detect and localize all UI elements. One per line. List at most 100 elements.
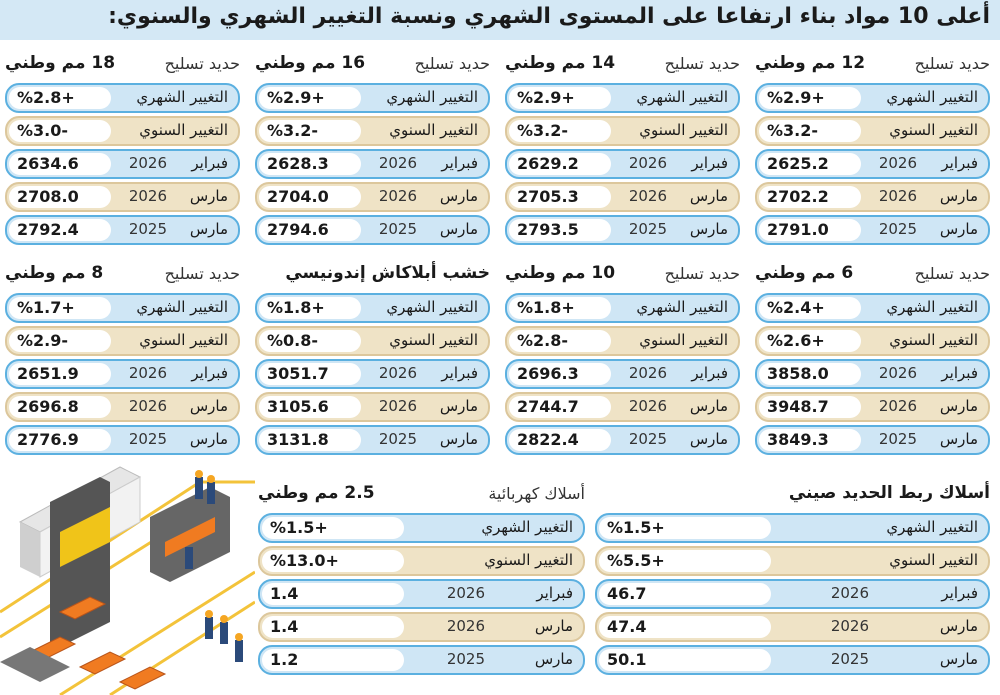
panel: حديد تسليح 12 مم وطني التغيير الشهري %2.9+ ا…	[755, 50, 990, 250]
month-label: مارس	[189, 430, 228, 448]
year-label: 2025	[378, 430, 417, 448]
row-value: 2696.8	[17, 397, 79, 416]
row-value: 3948.7	[767, 397, 829, 416]
data-row: مارس 2025 1.2	[258, 645, 585, 675]
data-row: التغيير السنوي %2.8-	[505, 326, 740, 356]
year-label: 2026	[878, 364, 917, 382]
row-value: 2696.3	[517, 364, 579, 383]
month-label: فبراير	[941, 364, 978, 382]
row-value: %3.2-	[267, 121, 319, 140]
title-bar: أعلى 10 مواد بناء ارتفاعا على المستوى ال…	[0, 0, 1000, 40]
data-row: فبراير 2026 2634.6	[5, 149, 240, 179]
data-row: فبراير 2026 2625.2	[755, 149, 990, 179]
year-label: 2026	[628, 364, 667, 382]
value-box	[599, 550, 772, 572]
data-row: التغيير السنوي %2.6+	[755, 326, 990, 356]
value-box	[509, 297, 611, 319]
value-box	[9, 429, 111, 451]
month-label: فبراير	[941, 584, 978, 602]
panel-header: حديد تسليح 10 مم وطني	[505, 260, 740, 286]
row-value: 3131.8	[267, 430, 329, 449]
month-label: مارس	[939, 650, 978, 668]
row-value: 1.2	[270, 650, 299, 669]
panel-header: حديد تسليح 8 مم وطني	[5, 260, 240, 286]
row-value: 2628.3	[267, 154, 329, 173]
data-row: مارس 2026 2704.0	[255, 182, 490, 212]
data-row: فبراير 2026 2628.3	[255, 149, 490, 179]
data-row: التغيير السنوي %5.5+	[595, 546, 990, 576]
row-label: التغيير الشهري	[386, 298, 478, 316]
value-box	[509, 219, 611, 241]
value-box	[259, 363, 361, 385]
value-box	[259, 87, 361, 109]
panel-header: حديد تسليح 18 مم وطني	[5, 50, 240, 76]
year-label: 2026	[378, 154, 417, 172]
month-label: مارس	[939, 397, 978, 415]
month-label: مارس	[534, 650, 573, 668]
month-label: مارس	[189, 397, 228, 415]
value-box	[259, 429, 361, 451]
data-row: فبراير 2026 3858.0	[755, 359, 990, 389]
value-box	[262, 649, 405, 671]
month-label: فبراير	[691, 364, 728, 382]
row-value: 2776.9	[17, 430, 79, 449]
row-label: التغيير السنوي	[889, 121, 978, 139]
value-box	[259, 330, 361, 352]
row-value: %5.5+	[607, 551, 665, 570]
row-label: التغيير السنوي	[639, 121, 728, 139]
year-label: 2026	[628, 187, 667, 205]
row-label: التغيير الشهري	[636, 88, 728, 106]
row-value: %3.2-	[767, 121, 819, 140]
material-name: حديد تسليح	[664, 53, 740, 73]
data-row: التغيير الشهري %2.9+	[505, 83, 740, 113]
panel-header: خشب أبلاكاش إندونيسي	[255, 260, 490, 286]
year-label: 2026	[128, 154, 167, 172]
value-box	[9, 330, 111, 352]
panel: أسلاك كهربائية 2.5 مم وطني التغيير الشهري%…	[258, 480, 585, 680]
month-label: مارس	[939, 220, 978, 238]
row-value: %2.4+	[767, 298, 825, 317]
value-box	[9, 363, 111, 385]
month-label: فبراير	[536, 584, 573, 602]
month-label: فبراير	[191, 364, 228, 382]
panel: خشب أبلاكاش إندونيسي التغيير الشهري %1.8+ ا…	[255, 260, 490, 460]
data-row: فبراير 2026 2651.9	[5, 359, 240, 389]
panel-header: حديد تسليح 6 مم وطني	[755, 260, 990, 286]
row-value: %2.9+	[517, 88, 575, 107]
row-label: التغيير السنوي	[484, 551, 573, 569]
row-value: 2702.2	[767, 187, 829, 206]
year-label: 2026	[128, 397, 167, 415]
data-row: التغيير الشهري %1.7+	[5, 293, 240, 323]
data-row: التغيير السنوي %3.0-	[5, 116, 240, 146]
data-row: التغيير الشهري %1.8+	[505, 293, 740, 323]
row-value: 2708.0	[17, 187, 79, 206]
row-value: %3.2-	[517, 121, 569, 140]
material-spec: 16 مم وطني	[255, 53, 366, 73]
panel-header: أسلاك كهربائية 2.5 مم وطني	[258, 480, 585, 506]
value-box	[759, 396, 861, 418]
value-box	[9, 120, 111, 142]
data-row: التغيير الشهري %2.9+	[255, 83, 490, 113]
data-row: فبراير 2026 2696.3	[505, 359, 740, 389]
row-value: 47.4	[607, 617, 647, 636]
row-value: 2651.9	[17, 364, 79, 383]
value-box	[759, 186, 861, 208]
value-box	[509, 186, 611, 208]
month-label: مارس	[939, 187, 978, 205]
value-box	[509, 429, 611, 451]
year-label: 2026	[830, 584, 869, 602]
value-box	[262, 550, 405, 572]
row-value: %2.9-	[17, 331, 69, 350]
value-box	[9, 396, 111, 418]
value-box	[759, 219, 861, 241]
data-row: فبراير 2026 46.7	[595, 579, 990, 609]
row-label: التغيير الشهري	[886, 88, 978, 106]
row-value: %1.7+	[17, 298, 75, 317]
row-value: 2705.3	[517, 187, 579, 206]
row-value: %1.8+	[517, 298, 575, 317]
row-value: %2.8+	[17, 88, 75, 107]
year-label: 2025	[628, 220, 667, 238]
value-box	[759, 363, 861, 385]
data-row: مارس 2025 2792.4	[5, 215, 240, 245]
